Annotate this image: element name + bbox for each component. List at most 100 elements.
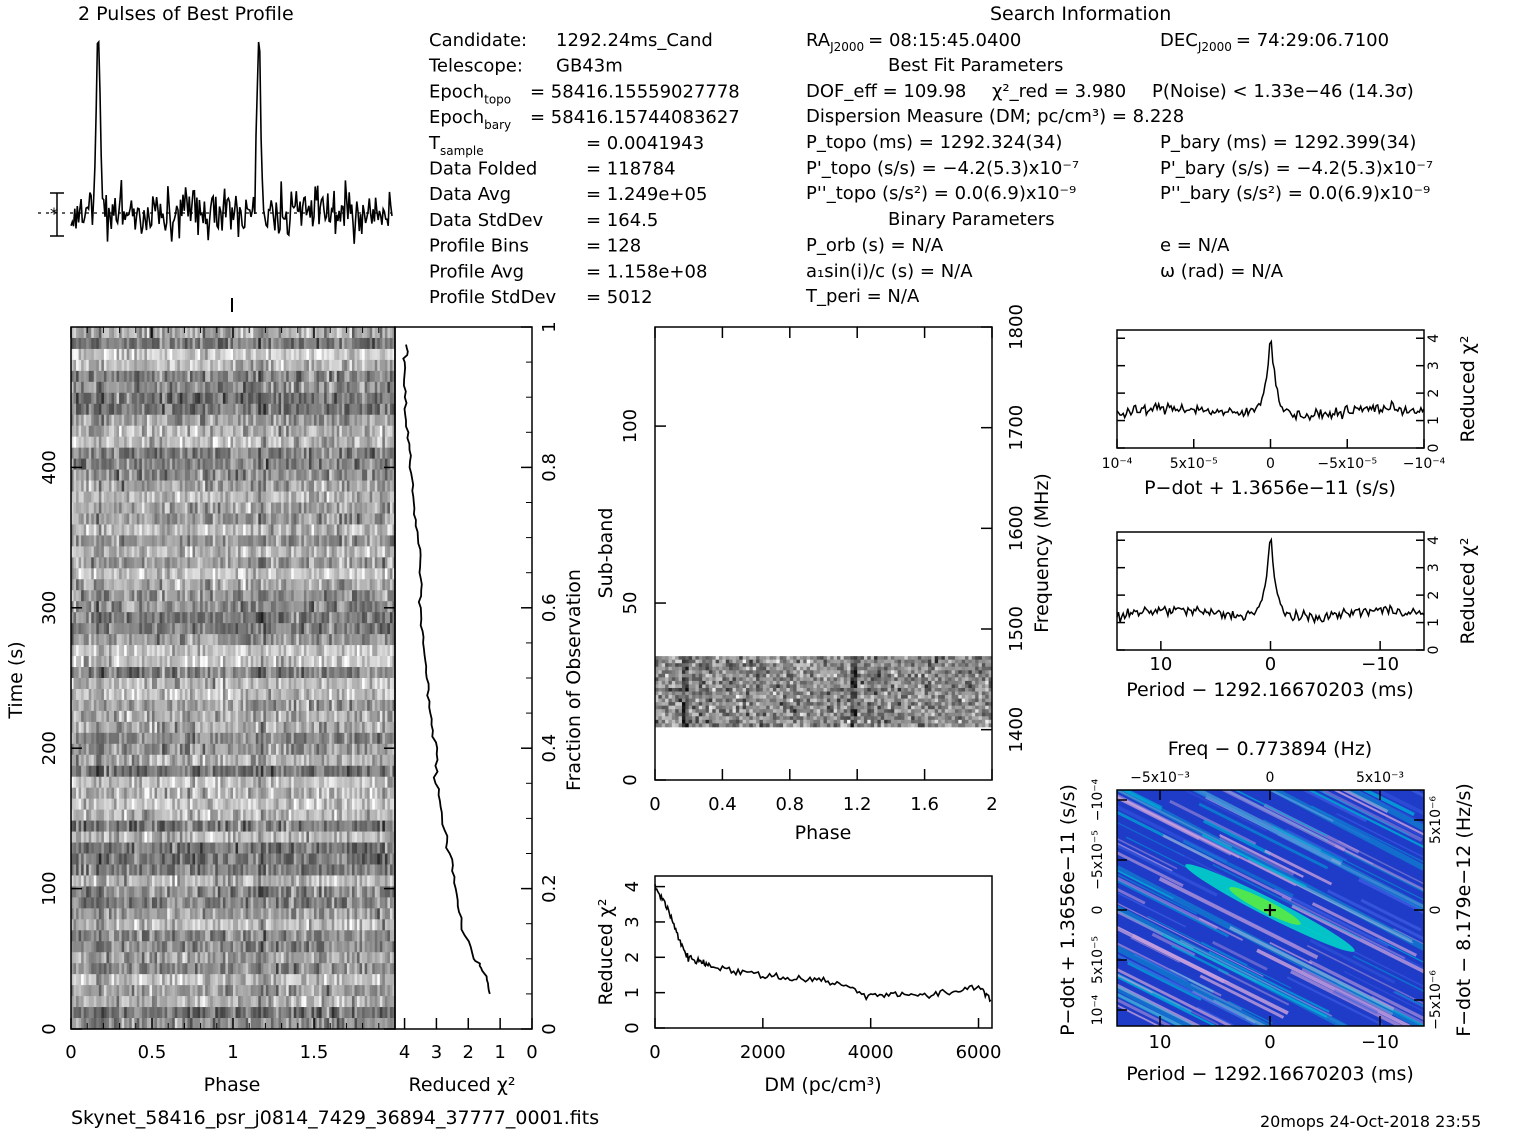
pdd-bary-value: P''_bary (s/s²) = 0.0(6.9)x10⁻⁹ bbox=[1160, 183, 1430, 204]
chi2-time-series-line bbox=[402, 344, 491, 995]
small-plot-ytick: 4 bbox=[1426, 536, 1442, 545]
search-info-title: Search Information bbox=[990, 3, 1171, 25]
subband-y2tick: 1400 bbox=[1006, 707, 1027, 753]
small-plot-ytick: 2 bbox=[1426, 389, 1442, 398]
small-plot-xtick: 10⁻⁴ bbox=[1102, 456, 1133, 472]
chi2-red-value: χ²_red = 3.980 bbox=[992, 81, 1126, 102]
dm-ytick: 0 bbox=[622, 1022, 643, 1033]
dm-ytick: 2 bbox=[622, 952, 643, 963]
p-pdot-toptick: 5x10⁻³ bbox=[1356, 770, 1404, 786]
pd-bary-value: P'_bary (s/s) = −4.2(5.3)x10⁻⁷ bbox=[1160, 158, 1433, 179]
small-plot-xtick: −10 bbox=[1361, 654, 1399, 675]
small-plot-ytick: 1 bbox=[1426, 618, 1442, 627]
best-fit-cross: + bbox=[1262, 899, 1278, 921]
subband-xtick: 1.2 bbox=[843, 794, 872, 815]
small-plot-xtick: −5x10⁻⁵ bbox=[1317, 456, 1377, 472]
candidate-info-value: 1292.24ms_Cand bbox=[556, 30, 713, 51]
small-plot-xtick: 10 bbox=[1149, 654, 1172, 675]
e-value: e = N/A bbox=[1160, 235, 1230, 256]
profile-title: 2 Pulses of Best Profile bbox=[78, 3, 294, 25]
p-pdot-xtick: 10 bbox=[1149, 1032, 1172, 1053]
candidate-info-label: Data Avg bbox=[429, 184, 511, 205]
subband-ylabel: Sub-band bbox=[595, 508, 617, 599]
subband-y2tick: 1500 bbox=[1006, 606, 1027, 652]
t-peri-value: T_peri = N/A bbox=[805, 286, 920, 307]
search-info-block: Search Information RAJ2000 = 08:15:45.040… bbox=[805, 3, 1433, 307]
chi2-time-ytick: 0.2 bbox=[539, 874, 560, 903]
small-plot-xtick: 5x10⁻⁵ bbox=[1170, 456, 1218, 472]
chi2-time-ytick: 0 bbox=[539, 1023, 560, 1034]
p-topo-value: P_topo (ms) = 1292.324(34) bbox=[806, 132, 1062, 153]
time-phase-ytick: 300 bbox=[39, 591, 60, 625]
time-phase-plot: 0 0.5 1 1.5 0 100 200 300 400 Phase Time (s) bbox=[5, 326, 396, 1096]
small-plot-ytick: 0 bbox=[1426, 646, 1442, 655]
time-phase-xtick: 0.5 bbox=[138, 1042, 167, 1063]
candidate-info-label: Profile StdDev bbox=[429, 287, 557, 308]
timestamp-label: 20mops 24-Oct-2018 23:55 bbox=[1260, 1112, 1481, 1131]
dm-ytick: 1 bbox=[622, 987, 643, 998]
subband-phase-plot: 0 0.4 0.8 1.2 1.6 2 0 50 100 1400 1500 1600 1700 1800… bbox=[595, 304, 1053, 844]
dm-xtick: 4000 bbox=[848, 1042, 894, 1063]
p-pdot-xlabel: Period − 1292.16670203 (ms) bbox=[1126, 1063, 1414, 1085]
subband-xtick: 1.6 bbox=[910, 794, 939, 815]
filename-label: Skynet_58416_psr_j0814_7429_36894_37777_… bbox=[71, 1107, 599, 1129]
small-plot-xtick: 0 bbox=[1265, 654, 1276, 675]
subband-y2label: Frequency (MHz) bbox=[1031, 473, 1053, 633]
p-pdot-y2tick: 0 bbox=[1428, 906, 1444, 915]
p-pdot-title: Freq − 0.773894 (Hz) bbox=[1168, 738, 1372, 760]
a1sini-value: a₁sin(i)/c (s) = N/A bbox=[806, 261, 973, 282]
candidate-info-value: = 0.0041943 bbox=[586, 133, 704, 154]
subband-xtick: 0.4 bbox=[708, 794, 737, 815]
candidate-info-value: GB43m bbox=[556, 56, 623, 77]
candidate-info-label: Candidate: bbox=[429, 30, 527, 51]
small-plot-ytick: 2 bbox=[1426, 591, 1442, 600]
pdot-series-line bbox=[1116, 339, 1425, 423]
period-series-line bbox=[1116, 537, 1425, 625]
time-phase-xtick: 1 bbox=[227, 1042, 238, 1063]
chi2-time-ytick: 0.6 bbox=[539, 593, 560, 622]
dm-value: Dispersion Measure (DM; pc/cm³) = 8.228 bbox=[806, 106, 1184, 127]
dm-frame bbox=[654, 875, 993, 1029]
dm-xtick: 2000 bbox=[740, 1042, 786, 1063]
dm-xlabel: DM (pc/cm³) bbox=[764, 1074, 881, 1096]
p-pdot-ytick: 10⁻⁴ bbox=[1090, 994, 1106, 1025]
dm-ytick: 4 bbox=[622, 881, 643, 892]
p-pdot-ytick: −5x10⁻⁵ bbox=[1090, 830, 1106, 890]
time-phase-xtick: 0 bbox=[65, 1042, 76, 1063]
p-pdot-y2tick: 5x10⁻⁶ bbox=[1428, 796, 1444, 844]
chi2-time-xtick: 1 bbox=[494, 1042, 505, 1063]
chi2-time-xtick: 3 bbox=[431, 1042, 442, 1063]
p-pdot-xtick: 0 bbox=[1264, 1032, 1275, 1053]
time-phase-ytick: 200 bbox=[39, 731, 60, 765]
pulse-profile-plot: * bbox=[38, 39, 393, 312]
p-pdot-ytick: −10⁻⁴ bbox=[1090, 778, 1106, 821]
time-phase-ytick: 0 bbox=[39, 1023, 60, 1034]
candidate-info-value: = 1.249e+05 bbox=[586, 184, 707, 205]
pd-topo-value: P'_topo (s/s) = −4.2(5.3)x10⁻⁷ bbox=[806, 158, 1079, 179]
chi2-time-frame bbox=[394, 326, 533, 1030]
small-plot-ytick: 4 bbox=[1426, 334, 1442, 343]
chi2-time-xlabel: Reduced χ² bbox=[409, 1074, 516, 1096]
period-frame bbox=[1116, 531, 1425, 651]
subband-ytick: 100 bbox=[620, 409, 641, 443]
dof-value: DOF_eff = 109.98 bbox=[806, 81, 966, 102]
best-fit-title: Best Fit Parameters bbox=[888, 55, 1063, 76]
candidate-info-value: = 58416.15559027778 bbox=[530, 81, 740, 102]
subband-xtick: 0.8 bbox=[775, 794, 804, 815]
dm-series-line bbox=[654, 884, 992, 1003]
chi2-time-xtick: 0 bbox=[526, 1042, 537, 1063]
small-plot-ytick: 0 bbox=[1426, 444, 1442, 453]
pdd-topo-value: P''_topo (s/s²) = 0.0(6.9)x10⁻⁹ bbox=[806, 183, 1076, 204]
chi2-time-ytick: 0.4 bbox=[539, 734, 560, 763]
candidate-info-value: = 118784 bbox=[586, 159, 676, 180]
p-pdot-ytick: 0 bbox=[1090, 906, 1106, 915]
p-pdot-ylabel: P−dot + 1.3656e−11 (s/s) bbox=[1057, 784, 1079, 1036]
candidate-info-label: Telescope: bbox=[428, 56, 523, 77]
small-plot-ytick: 3 bbox=[1426, 563, 1442, 572]
candidate-info-value: = 164.5 bbox=[586, 210, 658, 231]
candidate-info-label: Data Folded bbox=[429, 159, 537, 180]
chi2-time-plot: 4 3 2 1 000.20.40.60.81 Reduced χ² Fraction … bbox=[394, 321, 585, 1096]
p-pdot-toptick: 0 bbox=[1266, 770, 1275, 786]
time-phase-ytick: 400 bbox=[39, 450, 60, 484]
